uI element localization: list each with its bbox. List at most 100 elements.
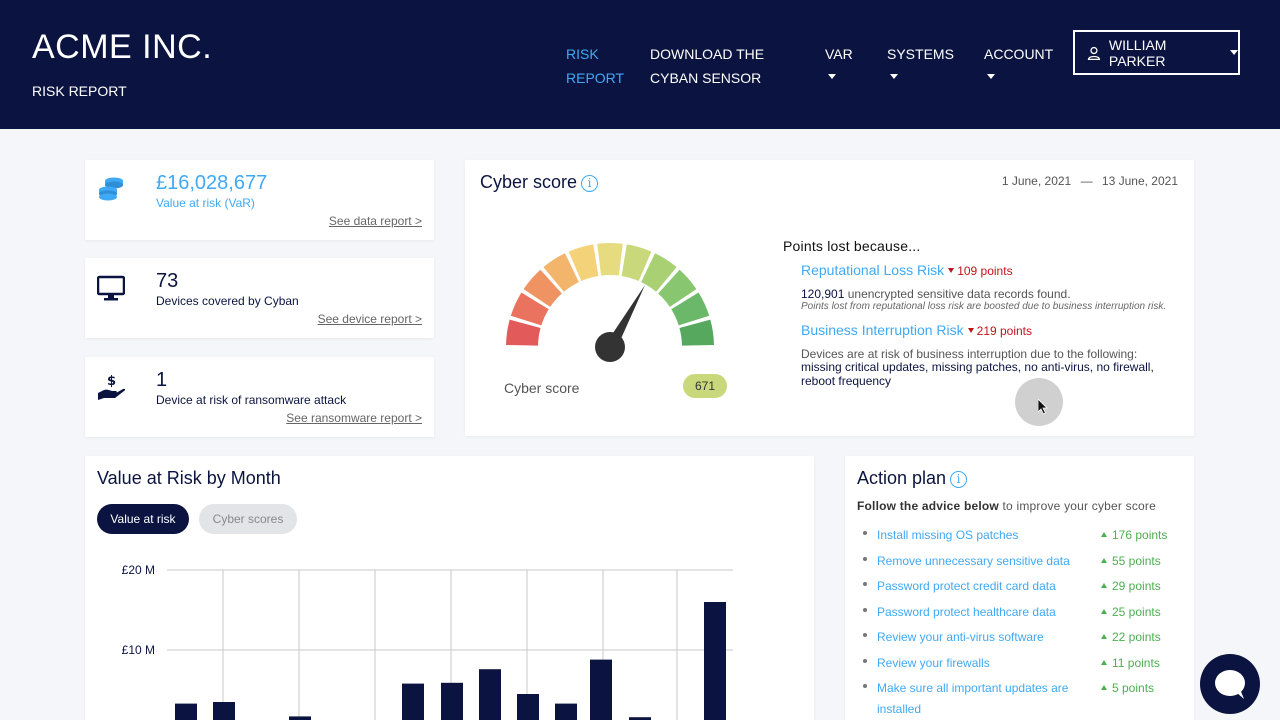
bullet	[863, 531, 867, 535]
nav-var-dropdown[interactable]: VAR	[825, 42, 853, 79]
chart-bar	[289, 716, 311, 720]
action-item-points: 11 points	[1101, 653, 1160, 674]
mouse-pointer-icon	[1038, 399, 1048, 415]
business-risk-title: Business Interruption Risk	[801, 322, 964, 338]
action-item-link[interactable]: Password protect credit card data	[877, 579, 1056, 593]
action-item-link[interactable]: Install missing OS patches	[877, 528, 1019, 542]
reputational-loss-risk-link[interactable]: Reputational Loss Risk 109 points	[801, 262, 1013, 278]
action-item-points: 29 points	[1101, 576, 1161, 597]
monitor-icon	[97, 275, 125, 301]
gauge-hub	[595, 332, 625, 362]
chevron-down-icon	[987, 74, 995, 79]
var-bar-chart: £20 M £10 M	[122, 563, 733, 720]
stat-card-value-at-risk: £16,028,677 Value at risk (VaR) See data…	[85, 160, 434, 240]
toggle-cyber-scores[interactable]: Cyber scores	[199, 504, 297, 534]
y-tick-label: £20 M	[122, 563, 155, 577]
action-plan-card: Action plan i Follow the advice below to …	[845, 456, 1194, 720]
gauge-segment	[658, 269, 697, 307]
action-item-link[interactable]: Review your anti-virus software	[877, 630, 1044, 644]
user-icon	[1087, 46, 1101, 60]
top-navigation-bar: ACME INC. RISK REPORT RISK REPORT DOWNLO…	[0, 0, 1280, 129]
business-interruption-risk-link[interactable]: Business Interruption Risk 219 points	[801, 322, 1032, 338]
bullet	[863, 608, 867, 612]
nav-download-sensor[interactable]: DOWNLOAD THE CYBAN SENSOR	[650, 42, 764, 90]
devices-label: Devices covered by Cyban	[156, 294, 299, 308]
cyber-score-card: Cyber score i 1 June, 2021 — 13 June, 202…	[465, 160, 1194, 436]
date-range[interactable]: 1 June, 2021 — 13 June, 2021	[1002, 174, 1178, 188]
gauge-segment	[641, 253, 677, 292]
nav-systems-label: SYSTEMS	[887, 46, 954, 62]
action-item-points: 176 points	[1101, 525, 1167, 546]
gauge-segment	[597, 243, 623, 276]
action-item-link[interactable]: Password protect healthcare data	[877, 605, 1056, 619]
brand-logo-text[interactable]: ACME INC.	[32, 28, 213, 66]
chart-bar	[590, 659, 612, 720]
reputational-risk-points: 109 points	[948, 264, 1012, 278]
var-chart-title: Value at Risk by Month	[97, 468, 281, 488]
gauge-segment	[679, 319, 714, 346]
chat-bubble-icon	[1215, 670, 1245, 699]
nav-account-dropdown[interactable]: ACCOUNT	[984, 42, 1053, 79]
nav-risk-report-line2: REPORT	[566, 70, 625, 86]
devices-count: 73	[156, 270, 179, 292]
reputational-risk-detail: 120,901 unencrypted sensitive data recor…	[801, 287, 1181, 301]
chevron-down-icon	[828, 74, 836, 79]
action-plan-subtitle: Follow the advice below to improve your …	[857, 499, 1156, 513]
user-name: WILLIAM PARKER	[1108, 36, 1167, 69]
cyber-score-title: Cyber score i	[480, 172, 599, 193]
nav-download-line1: DOWNLOAD THE	[650, 46, 765, 62]
see-data-report-link[interactable]: See data report >	[328, 214, 422, 228]
user-menu-button[interactable]: WILLIAM PARKER	[1073, 30, 1240, 75]
chat-widget-button[interactable]	[1200, 654, 1260, 714]
date-to: 13 June, 2021	[1101, 174, 1178, 188]
info-icon[interactable]: i	[950, 471, 968, 488]
ransomware-label: Device at risk of ransomware attack	[156, 393, 347, 407]
nav-account-label: ACCOUNT	[984, 46, 1054, 62]
business-risk-items: missing critical updates, missing patche…	[801, 360, 1154, 388]
nav-risk-report-line1: RISK	[566, 46, 599, 62]
chevron-down-icon	[1230, 50, 1238, 55]
svg-text:$: $	[107, 374, 116, 389]
action-plan-title: Action plan i	[857, 468, 968, 489]
toggle-value-at-risk[interactable]: Value at risk	[97, 504, 189, 534]
points-lost-heading: Points lost because...	[783, 238, 921, 254]
business-risk-points: 219 points	[968, 324, 1032, 338]
see-ransomware-report-link[interactable]: See ransomware report >	[286, 411, 422, 425]
action-item-link[interactable]: Remove unnecessary sensitive data	[877, 554, 1070, 568]
see-device-report-link[interactable]: See device report >	[317, 312, 422, 326]
cyber-score-gauge	[506, 243, 714, 362]
action-plan-title-text: Action plan	[857, 468, 947, 488]
action-item-link[interactable]: Make sure all important updates are inst…	[877, 681, 1069, 716]
chart-bar	[441, 682, 463, 720]
action-item-link[interactable]: Review your firewalls	[877, 656, 990, 670]
stat-card-ransomware: $ 1 Device at risk of ransomware attack …	[85, 357, 434, 437]
chart-bar	[704, 602, 726, 720]
action-plan-subtitle-rest: to improve your cyber score	[1002, 499, 1156, 513]
chart-bar	[402, 683, 424, 720]
nav-systems-dropdown[interactable]: SYSTEMS	[887, 42, 954, 79]
chart-bar	[479, 669, 501, 720]
gauge-segment	[506, 319, 541, 346]
chart-bar	[517, 694, 539, 720]
nav-risk-report[interactable]: RISK REPORT	[566, 42, 624, 90]
cyber-score-value-badge: 671	[683, 374, 727, 398]
y-tick-label: £10 M	[122, 643, 155, 657]
cyber-score-label: Cyber score	[504, 380, 580, 396]
business-risk-detail: Devices are at risk of business interrup…	[801, 347, 1138, 361]
action-item-points: 55 points	[1101, 551, 1161, 572]
date-from: 1 June, 2021	[1001, 174, 1072, 188]
nav-download-line2: CYBAN SENSOR	[650, 70, 762, 86]
chart-bar	[213, 702, 235, 720]
cyber-score-title-text: Cyber score	[480, 172, 578, 192]
mouse-cursor-highlight	[1015, 378, 1063, 426]
unencrypted-records-text: unencrypted sensitive data records found…	[847, 287, 1071, 301]
reputational-risk-title: Reputational Loss Risk	[801, 262, 945, 278]
gauge-segment	[671, 292, 710, 326]
gauge-segment	[523, 269, 562, 307]
bullet	[863, 633, 867, 637]
var-by-month-card: Value at Risk by Month Value at risk Cyb…	[85, 456, 814, 720]
info-icon[interactable]: i	[581, 175, 599, 192]
reputational-risk-note: Points lost from reputational loss risk …	[801, 301, 1167, 312]
action-item-points: 22 points	[1101, 627, 1161, 648]
action-item-points: 5 points	[1101, 678, 1154, 699]
